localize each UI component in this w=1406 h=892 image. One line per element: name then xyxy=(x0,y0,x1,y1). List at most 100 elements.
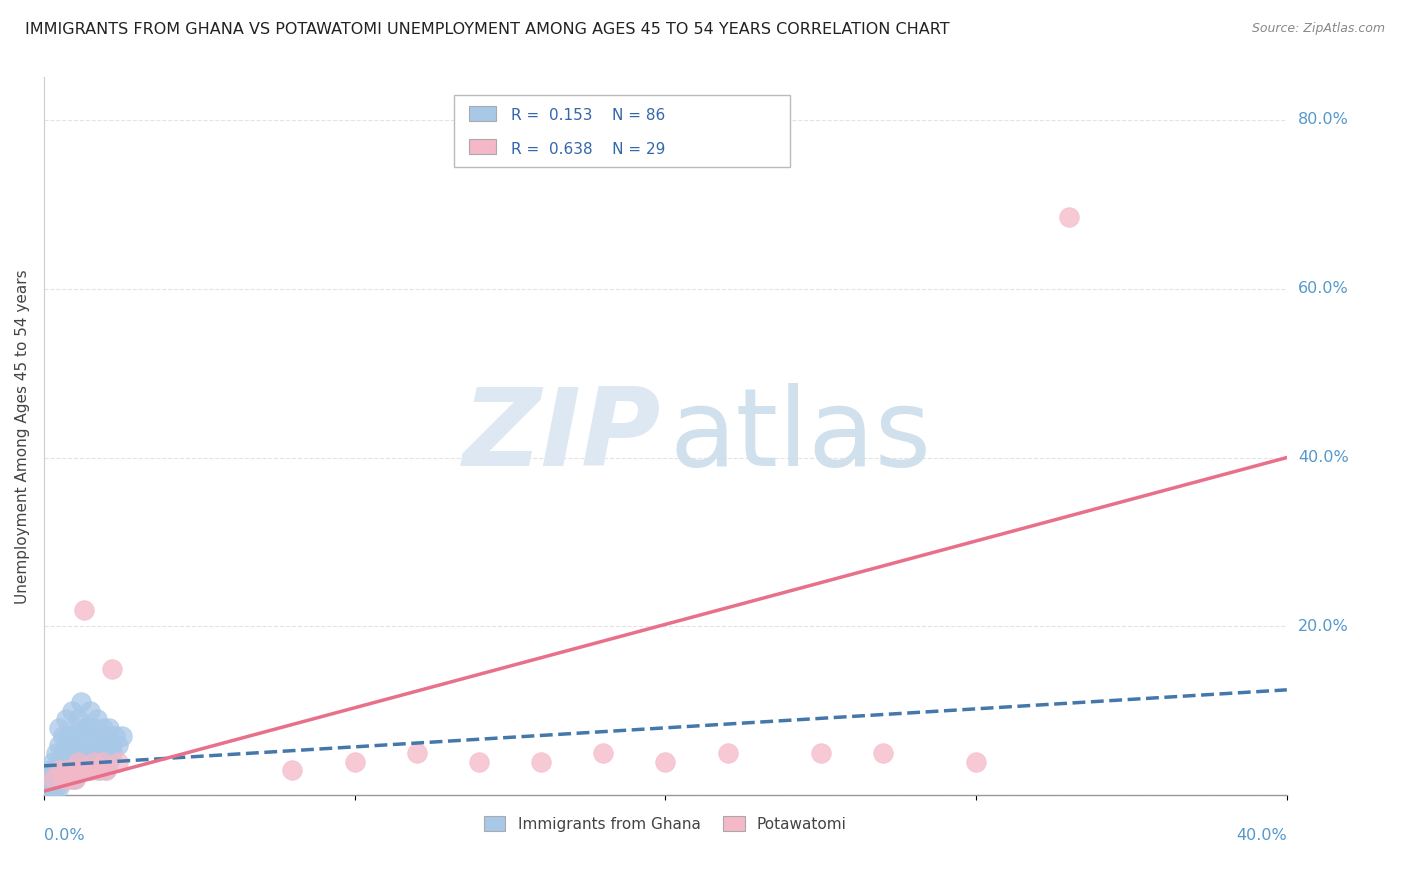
Point xyxy=(101,662,124,676)
Point xyxy=(35,772,58,786)
Point xyxy=(63,755,86,769)
Point xyxy=(83,755,105,769)
Point xyxy=(60,772,83,786)
Point xyxy=(70,696,93,710)
Point xyxy=(42,763,65,777)
Point xyxy=(86,738,108,752)
Point xyxy=(67,763,90,777)
Point xyxy=(42,755,65,769)
Point xyxy=(51,772,73,786)
Point xyxy=(76,755,98,769)
Point xyxy=(73,755,96,769)
Point xyxy=(45,780,67,794)
Point xyxy=(83,746,105,760)
Point xyxy=(98,755,121,769)
Point xyxy=(79,738,101,752)
Point xyxy=(51,763,73,777)
Point xyxy=(94,729,117,743)
Point xyxy=(60,763,83,777)
Point xyxy=(63,772,86,786)
Point xyxy=(58,763,80,777)
Point xyxy=(63,772,86,786)
Point xyxy=(48,721,70,735)
Text: R =  0.153    N = 86: R = 0.153 N = 86 xyxy=(512,108,665,123)
Point xyxy=(89,729,111,743)
Point xyxy=(48,780,70,794)
Point xyxy=(107,755,129,769)
Point xyxy=(468,755,491,769)
Point xyxy=(55,763,77,777)
Point xyxy=(94,763,117,777)
Text: 80.0%: 80.0% xyxy=(1298,112,1348,128)
Point xyxy=(48,738,70,752)
Point xyxy=(60,738,83,752)
Text: IMMIGRANTS FROM GHANA VS POTAWATOMI UNEMPLOYMENT AMONG AGES 45 TO 54 YEARS CORRE: IMMIGRANTS FROM GHANA VS POTAWATOMI UNEM… xyxy=(25,22,950,37)
Point xyxy=(107,738,129,752)
Point xyxy=(42,780,65,794)
Text: R =  0.638    N = 29: R = 0.638 N = 29 xyxy=(512,142,665,157)
Text: atlas: atlas xyxy=(669,384,931,490)
Point xyxy=(91,755,114,769)
Text: ZIP: ZIP xyxy=(463,384,662,490)
Point xyxy=(58,746,80,760)
Point xyxy=(48,755,70,769)
Point xyxy=(58,755,80,769)
Point xyxy=(48,772,70,786)
Point xyxy=(39,780,62,794)
Point xyxy=(70,755,93,769)
Text: 20.0%: 20.0% xyxy=(1298,619,1348,634)
Point xyxy=(101,738,124,752)
Point xyxy=(405,746,427,760)
Point xyxy=(79,763,101,777)
Y-axis label: Unemployment Among Ages 45 to 54 years: Unemployment Among Ages 45 to 54 years xyxy=(15,269,30,604)
Point xyxy=(55,738,77,752)
Point xyxy=(51,772,73,786)
Point xyxy=(654,755,676,769)
Point xyxy=(89,763,111,777)
Point xyxy=(76,721,98,735)
Point xyxy=(60,704,83,718)
Point xyxy=(48,763,70,777)
Point xyxy=(55,712,77,726)
Text: Source: ZipAtlas.com: Source: ZipAtlas.com xyxy=(1251,22,1385,36)
Point xyxy=(73,602,96,616)
Point xyxy=(872,746,894,760)
Point xyxy=(45,746,67,760)
Point xyxy=(51,772,73,786)
Point xyxy=(965,755,987,769)
Point xyxy=(104,729,127,743)
Point xyxy=(94,746,117,760)
Point xyxy=(79,704,101,718)
Point xyxy=(592,746,614,760)
Point xyxy=(63,729,86,743)
Point xyxy=(58,729,80,743)
Point xyxy=(91,738,114,752)
Point xyxy=(42,772,65,786)
Point xyxy=(530,755,553,769)
Point xyxy=(55,772,77,786)
Point xyxy=(73,746,96,760)
Text: 0.0%: 0.0% xyxy=(44,828,84,843)
Point xyxy=(89,746,111,760)
Point xyxy=(98,721,121,735)
Point xyxy=(101,746,124,760)
Legend: Immigrants from Ghana, Potawatomi: Immigrants from Ghana, Potawatomi xyxy=(478,810,853,838)
Point xyxy=(86,755,108,769)
Point xyxy=(39,772,62,786)
Point xyxy=(51,746,73,760)
Point xyxy=(83,755,105,769)
Point xyxy=(94,763,117,777)
Text: 40.0%: 40.0% xyxy=(1298,450,1348,465)
Point xyxy=(42,772,65,786)
Point xyxy=(67,712,90,726)
Point xyxy=(48,763,70,777)
Point xyxy=(76,755,98,769)
Point xyxy=(343,755,366,769)
Point xyxy=(98,738,121,752)
Point xyxy=(67,755,90,769)
Point xyxy=(45,763,67,777)
Point xyxy=(45,772,67,786)
Point xyxy=(281,763,304,777)
Point xyxy=(39,763,62,777)
Point xyxy=(1059,210,1081,224)
